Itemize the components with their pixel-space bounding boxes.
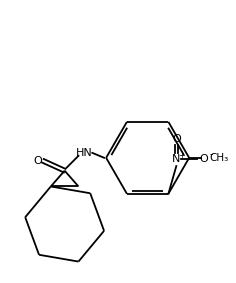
Text: HN: HN — [76, 148, 93, 158]
Text: O: O — [34, 156, 42, 166]
Text: -: - — [209, 149, 213, 159]
Text: CH₃: CH₃ — [209, 153, 228, 163]
Text: O: O — [200, 154, 208, 164]
Text: N: N — [172, 154, 181, 164]
Text: +: + — [178, 151, 185, 160]
Text: O: O — [172, 134, 181, 144]
